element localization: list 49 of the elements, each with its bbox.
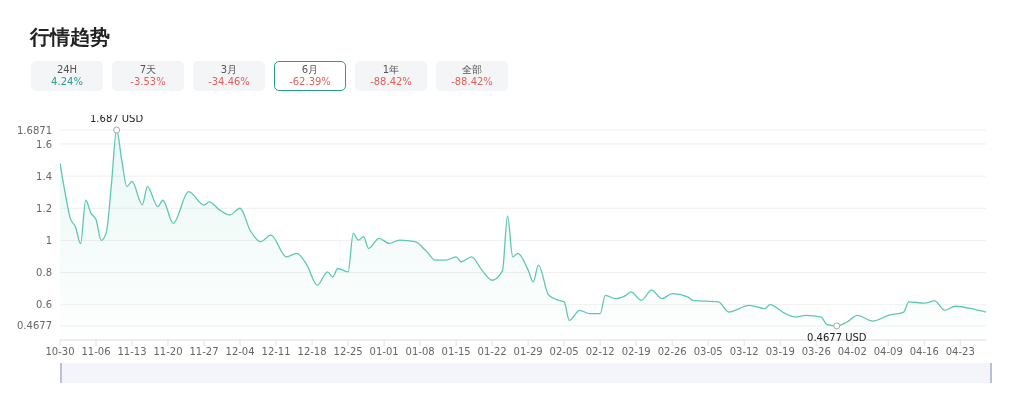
y-tick-label: 1 [45,234,52,246]
text: -34.46% [208,76,250,88]
x-tick-label: 04-09 [873,346,903,358]
x-tick-label: 04-16 [909,346,939,358]
x-tick-label: 11-20 [153,346,183,358]
x-tick-label: 03-19 [765,346,795,358]
text: -3.53% [130,76,166,88]
text: 1年 [382,64,400,76]
y-tick-label: 1.2 [36,202,52,214]
text: -88.42% [451,76,493,88]
x-tick-label: 01-15 [441,346,471,358]
text: 24H [56,64,78,76]
x-tick-label: 01-29 [513,346,543,358]
x-tick-label: 02-05 [549,346,579,358]
x-tick-label: 03-26 [801,346,831,358]
y-tick-label: 0.6 [36,299,52,311]
x-tick-label: 10-30 [45,346,75,358]
x-tick-label: 12-11 [261,346,291,358]
x-tick-label: 04-02 [837,346,867,358]
x-tick-label: 04-23 [945,346,975,358]
x-tick-label: 12-18 [297,346,327,358]
chart-title: 行情趋势 [30,24,110,51]
x-tick-label: 11-13 [117,346,147,358]
text: 全部 [462,64,482,76]
x-tick-label: 03-12 [729,346,759,358]
x-tick-label: 02-19 [621,346,651,358]
y-tick-label: 1.6871 [17,124,52,136]
x-tick-label: 11-06 [81,346,111,358]
x-tick-label: 12-04 [225,346,255,358]
text: 7天 [139,64,157,76]
text: 6月 [301,64,319,76]
text: 4.24% [51,76,83,88]
y-tick-label: 0.4677 [17,320,52,332]
y-tick-label: 0.8 [36,267,52,279]
annotation: 1.687 USD [90,113,144,125]
x-tick-label: 02-12 [585,346,615,358]
x-tick-label: 12-25 [333,346,363,358]
x-tick-label: 03-05 [693,346,723,358]
text: 3月 [220,64,238,76]
text: -62.39% [289,76,331,88]
y-tick-label: 1.6 [36,138,52,150]
x-tick-label: 01-08 [405,346,435,358]
x-tick-label: 01-22 [477,346,507,358]
x-tick-label: 01-01 [369,346,399,358]
text: -88.42% [370,76,412,88]
y-tick-label: 1.4 [36,170,52,182]
annotation: 0.4677 USD [807,332,867,344]
x-tick-label: 02-26 [657,346,687,358]
x-tick-label: 11-27 [189,346,219,358]
